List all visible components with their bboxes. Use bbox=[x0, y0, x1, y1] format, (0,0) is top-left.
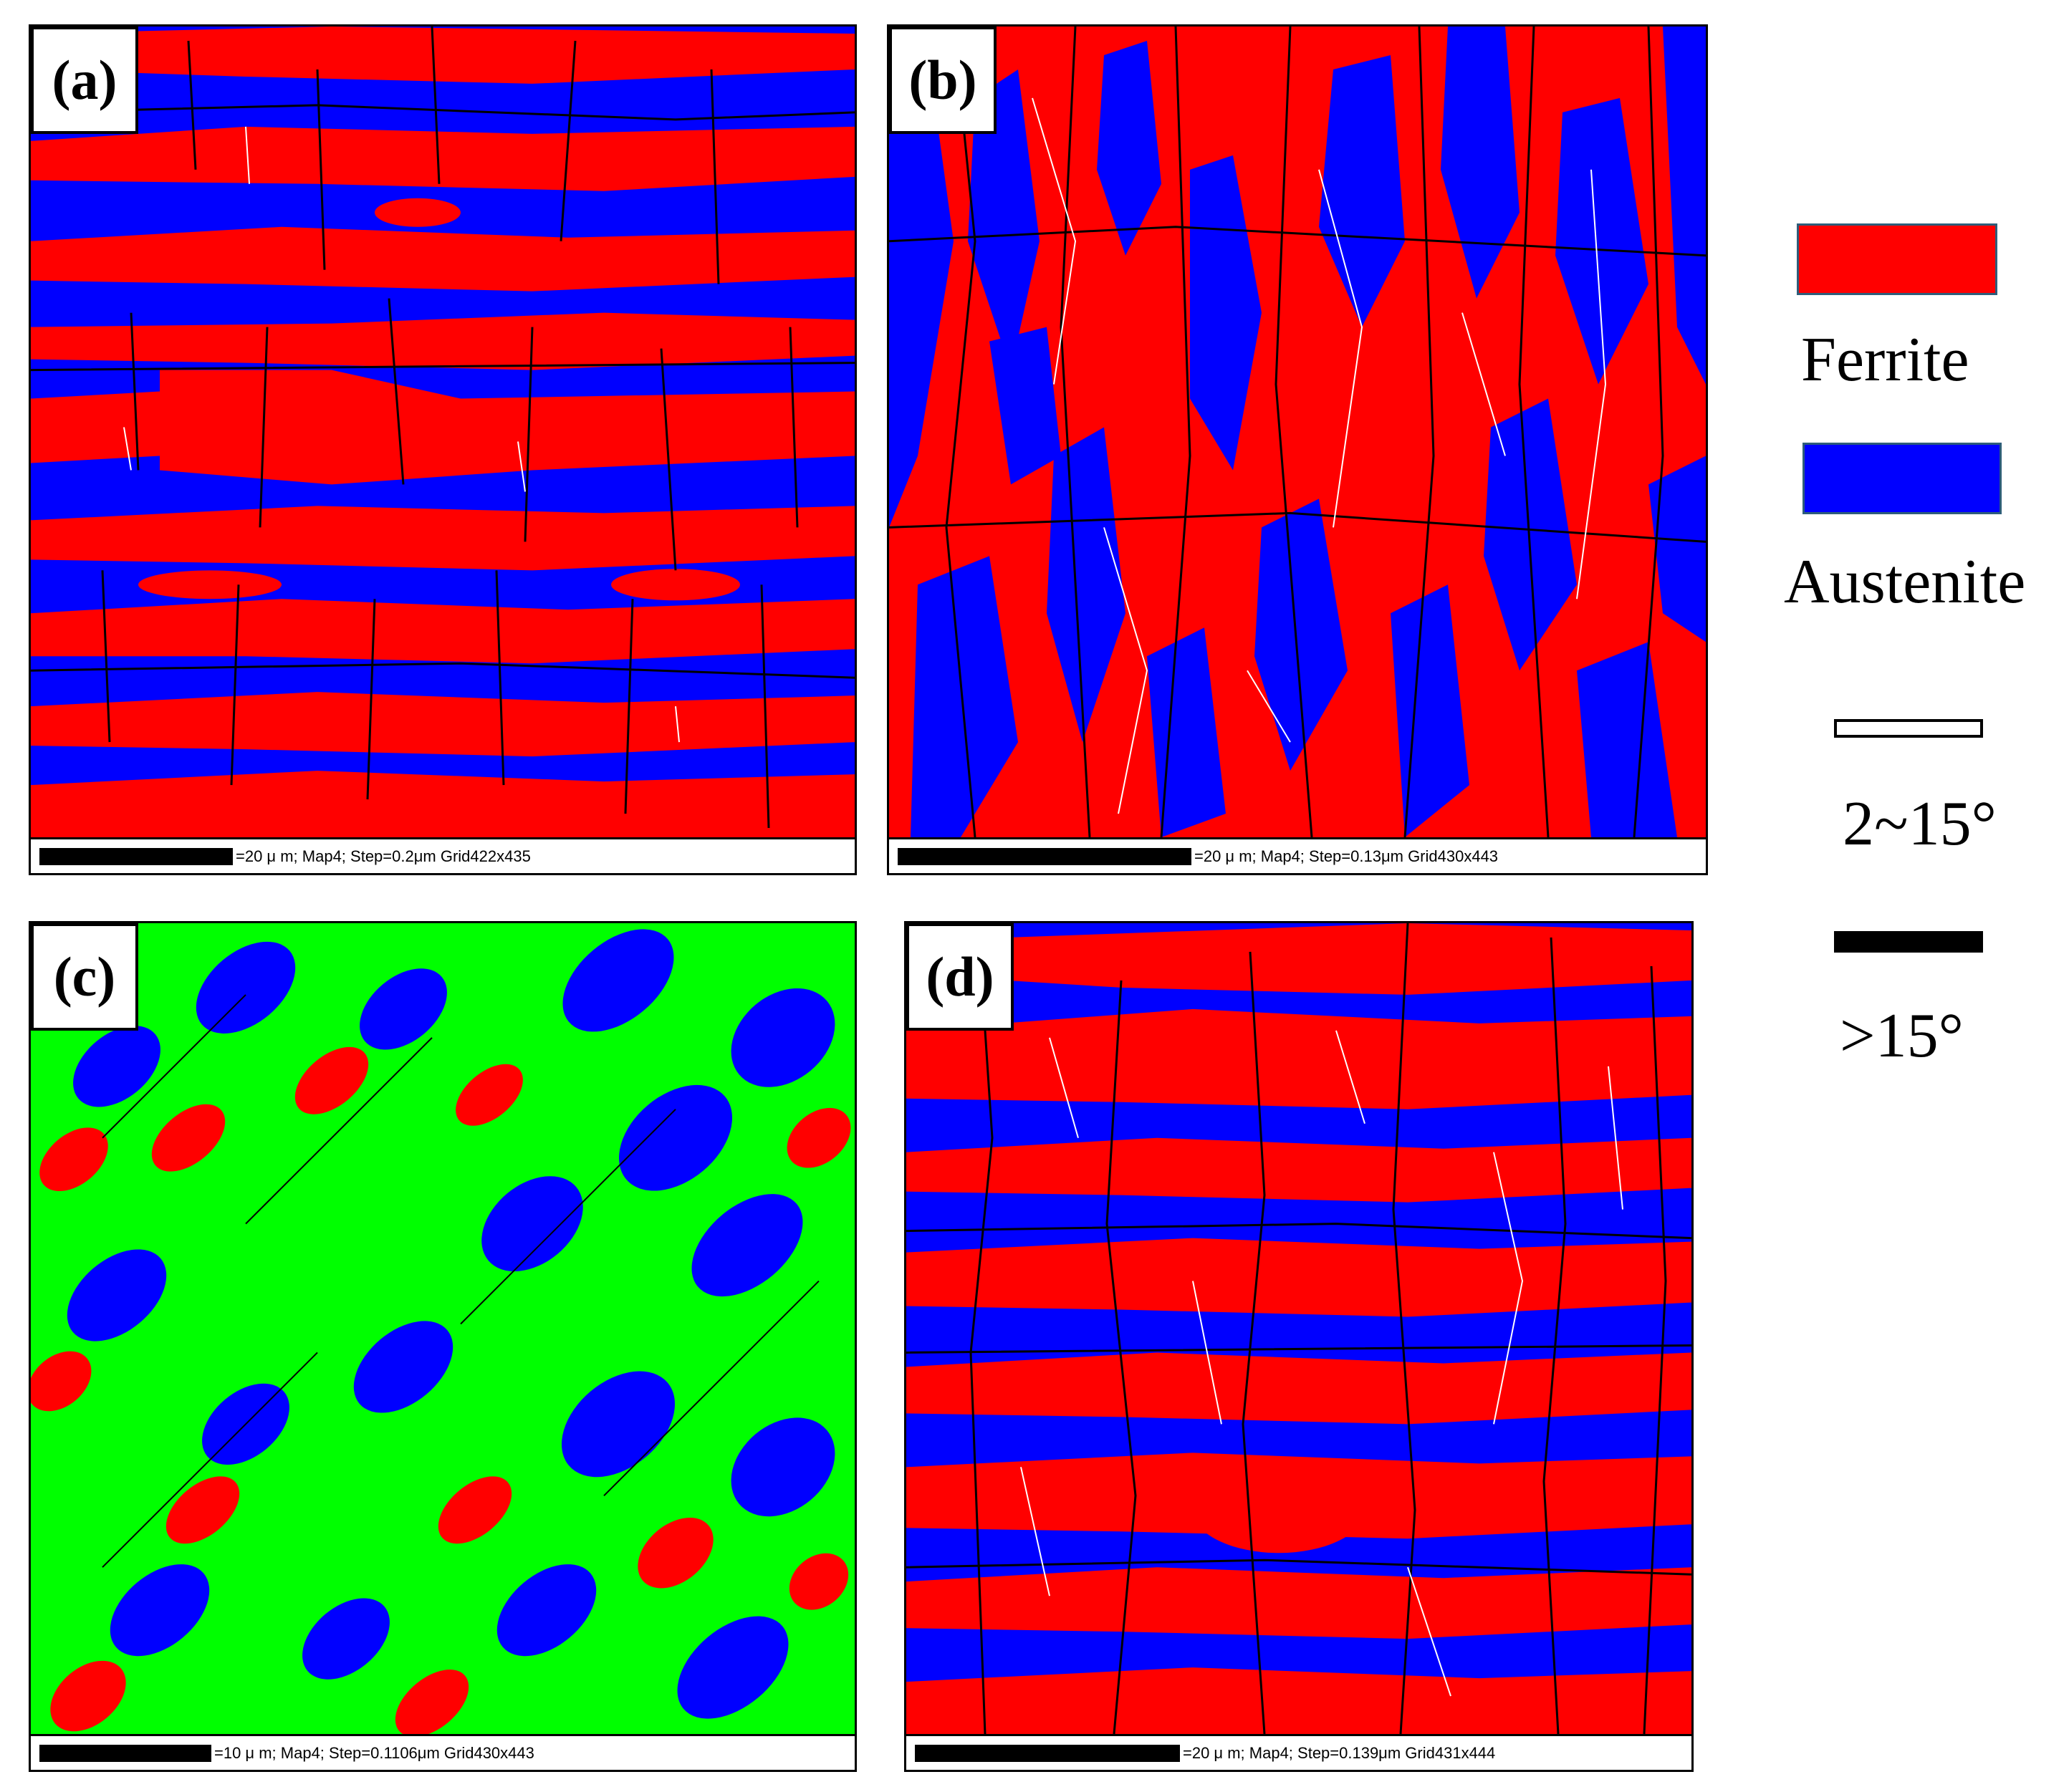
phase-map-a bbox=[31, 27, 855, 837]
scale-bar-mark-a bbox=[39, 847, 233, 865]
ebsd-map-c: =10 μ m; Map4; Step=0.1106μm Grid430x443… bbox=[29, 921, 857, 1772]
scale-text-b: =20 μ m; Map4; Step=0.13μm Grid430x443 bbox=[1194, 847, 1499, 865]
legend-high-angle-line bbox=[1834, 931, 1983, 953]
legend-ferrite-label: Ferrite bbox=[1801, 325, 1969, 395]
phase-map-d bbox=[906, 923, 1691, 1734]
scale-text-a: =20 μ m; Map4; Step=0.2μm Grid422x435 bbox=[236, 847, 531, 865]
scale-bar-mark-d bbox=[915, 1744, 1180, 1762]
legend-low-angle-line bbox=[1834, 719, 1983, 738]
scale-bar-d: =20 μ m; Map4; Step=0.139μm Grid431x444 bbox=[906, 1734, 1691, 1770]
scale-text-c: =10 μ m; Map4; Step=0.1106μm Grid430x443 bbox=[214, 1743, 534, 1762]
phase-map-b bbox=[889, 27, 1706, 837]
panel-label-a: (a) bbox=[31, 27, 138, 134]
legend-ferrite-swatch bbox=[1797, 223, 1997, 295]
scale-bar-mark-c bbox=[39, 1744, 211, 1762]
scale-bar-a: =20 μ m; Map4; Step=0.2μm Grid422x435 bbox=[31, 837, 855, 873]
legend-low-angle-label: 2~15° bbox=[1843, 789, 1997, 859]
panel-label-c: (c) bbox=[31, 923, 138, 1031]
panel-label-d: (d) bbox=[906, 923, 1014, 1031]
ebsd-map-d: =20 μ m; Map4; Step=0.139μm Grid431x444 … bbox=[904, 921, 1694, 1772]
scale-text-d: =20 μ m; Map4; Step=0.139μm Grid431x444 bbox=[1183, 1743, 1496, 1762]
panel-label-b: (b) bbox=[889, 27, 997, 134]
ebsd-map-a: =20 μ m; Map4; Step=0.2μm Grid422x435 (a… bbox=[29, 24, 857, 875]
ebsd-map-b: =20 μ m; Map4; Step=0.13μm Grid430x443 (… bbox=[887, 24, 1708, 875]
scale-bar-b: =20 μ m; Map4; Step=0.13μm Grid430x443 bbox=[889, 837, 1706, 873]
scale-bar-c: =10 μ m; Map4; Step=0.1106μm Grid430x443 bbox=[31, 1734, 855, 1770]
legend-high-angle-label: >15° bbox=[1840, 1001, 1964, 1071]
scale-bar-mark-b bbox=[898, 847, 1191, 865]
legend-austenite-swatch bbox=[1802, 443, 2002, 514]
legend-austenite-label: Austenite bbox=[1784, 547, 2026, 617]
phase-map-c bbox=[31, 923, 855, 1734]
